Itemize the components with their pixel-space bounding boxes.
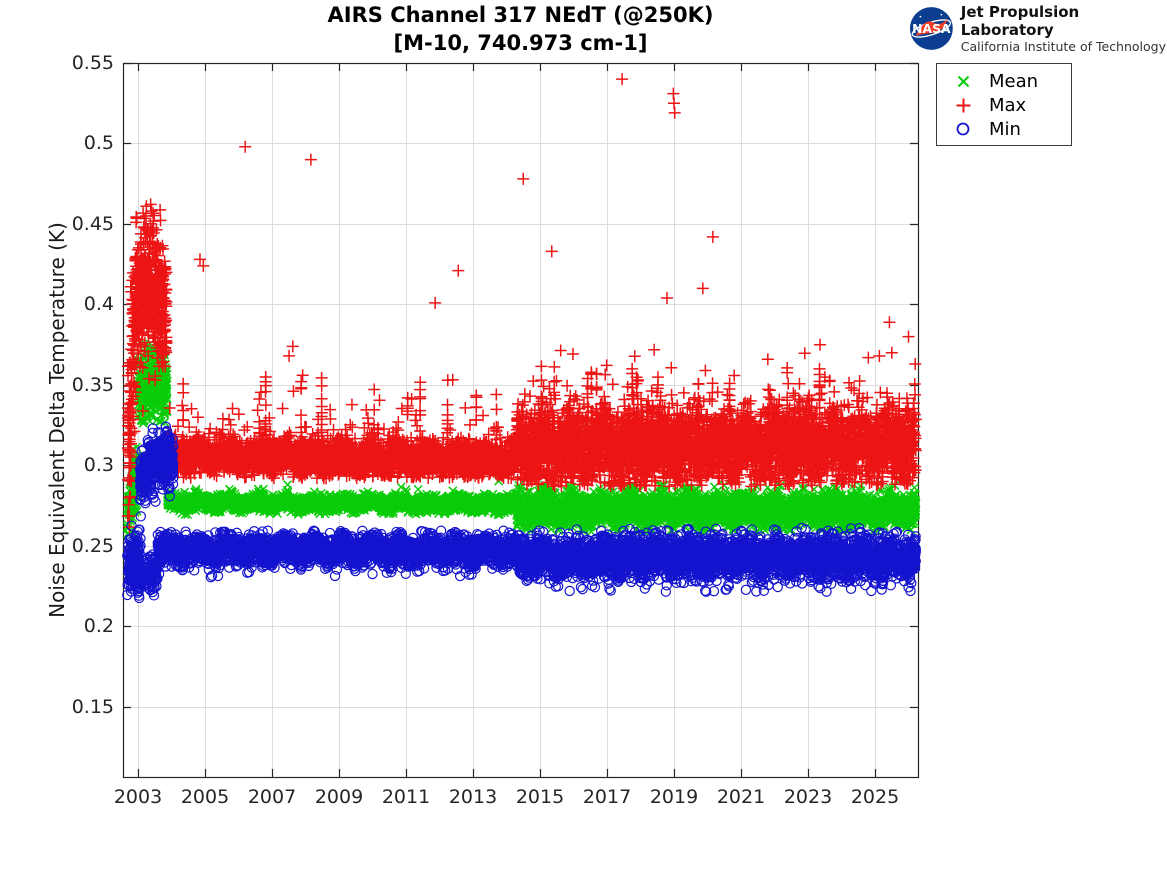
chart-title-line1: AIRS Channel 317 NEdT (@250K)	[327, 3, 714, 27]
caltech-name: California Institute of Technology	[960, 39, 1167, 54]
y-tick-label: 0.4	[83, 293, 114, 316]
x-tick-label: 2015	[515, 786, 565, 808]
y-tick-label: 0.2	[83, 615, 114, 638]
legend-row-min: Min	[937, 117, 1071, 141]
x-tick-label: 2003	[113, 786, 163, 808]
x-tick-label: 2025	[850, 786, 900, 808]
mean-x-icon	[937, 74, 989, 89]
x-tick-label: 2023	[783, 786, 833, 808]
y-tick-label: 0.45	[71, 212, 114, 235]
y-tick-label: 0.5	[83, 132, 114, 155]
x-tick-label: 2005	[180, 786, 230, 808]
x-tick-label: 2009	[314, 786, 364, 808]
max-plus-icon	[937, 97, 989, 114]
x-tick-label: 2021	[716, 786, 766, 808]
y-tick-label: 0.15	[71, 695, 114, 718]
jpl-name: Jet Propulsion Laboratory	[960, 3, 1080, 39]
x-tick-label: 2019	[649, 786, 699, 808]
x-tick-label: 2013	[448, 786, 498, 808]
legend-label-mean: Mean	[989, 70, 1039, 92]
y-tick-label: 0.3	[83, 454, 114, 477]
y-tick-label: 0.25	[71, 534, 114, 557]
x-tick-label: 2017	[582, 786, 632, 808]
svg-text:NASA: NASA	[912, 22, 951, 36]
legend-label-max: Max	[989, 94, 1027, 116]
x-tick-label: 2011	[381, 786, 431, 808]
jpl-logo-block: NASA Jet Propulsion Laboratory Californi…	[909, 3, 1167, 54]
min-circle-icon	[937, 121, 989, 137]
x-tick-label: 2007	[247, 786, 297, 808]
nasa-meatball-icon: NASA	[909, 7, 953, 50]
legend-row-max: Max	[937, 93, 1071, 117]
jpl-logo-text: Jet Propulsion Laboratory California Ins…	[961, 3, 1167, 54]
y-tick-label: 0.35	[71, 373, 114, 396]
legend: Mean Max Min	[936, 63, 1072, 146]
legend-label-min: Min	[989, 118, 1021, 140]
y-tick-label: 0.55	[71, 52, 114, 74]
chart-title-line2: [M-10, 740.973 cm-1]	[393, 31, 648, 55]
legend-row-mean: Mean	[937, 69, 1071, 93]
